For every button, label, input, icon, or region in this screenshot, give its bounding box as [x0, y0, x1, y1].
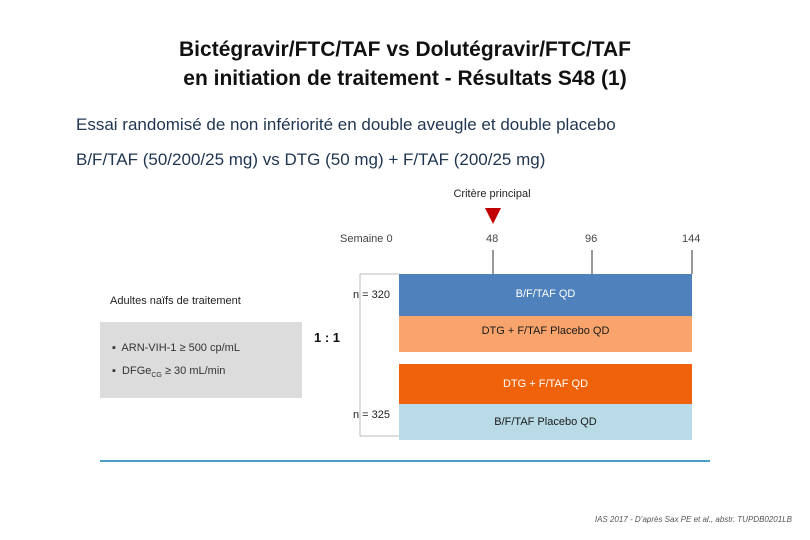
timeline-week-96: 96 — [585, 233, 598, 245]
timeline-week-144: 144 — [682, 233, 701, 245]
arm-bar-bftaf-placebo: B/F/TAF Placebo QD — [399, 404, 692, 440]
arm-bar-bftaf: B/F/TAF QD — [399, 274, 692, 316]
timeline-week-0: Semaine 0 — [340, 233, 393, 245]
population-label: Adultes naïfs de traitement — [110, 295, 241, 307]
subtitle-regimens: B/F/TAF (50/200/25 mg) vs DTG (50 mg) + … — [76, 150, 546, 169]
timeline-ticks — [492, 250, 693, 274]
criterion-viral-load: ▪ ARN-VIH-1 ≥ 500 cp/mL — [112, 342, 240, 354]
title-line-2: en initiation de traitement - Résultats … — [183, 67, 627, 90]
inclusion-criteria-box: ▪ ARN-VIH-1 ≥ 500 cp/mL ▪ DFGeCG ≥ 30 mL… — [100, 322, 302, 398]
arm1-n: n = 320 — [353, 289, 391, 301]
subtitle-design: Essai randomisé de non infériorité en do… — [76, 115, 616, 134]
bullet-icon: ▪ — [112, 342, 116, 354]
randomization-ratio: 1 : 1 — [314, 330, 341, 345]
randomization-connector — [359, 273, 399, 437]
timeline-week-48: 48 — [486, 233, 499, 245]
arm-bar-dtg: DTG + F/TAF QD — [399, 364, 692, 404]
criterion-egfr: ▪ DFGeCG ≥ 30 mL/min — [112, 365, 226, 380]
footnote: IAS 2017 - D’après Sax PE et al., abstr.… — [594, 515, 792, 524]
title-line-1: Bictégravir/FTC/TAF vs Dolutégravir/FTC/… — [179, 38, 631, 61]
primary-endpoint-marker-icon — [485, 208, 501, 224]
bottom-rule — [100, 460, 710, 462]
arm-bar-dtg-placebo: DTG + F/TAF Placebo QD — [399, 316, 692, 352]
bullet-icon: ▪ — [112, 365, 116, 377]
arm2-n: n = 325 — [353, 409, 391, 421]
primary-endpoint-label: Critère principal — [453, 188, 531, 200]
